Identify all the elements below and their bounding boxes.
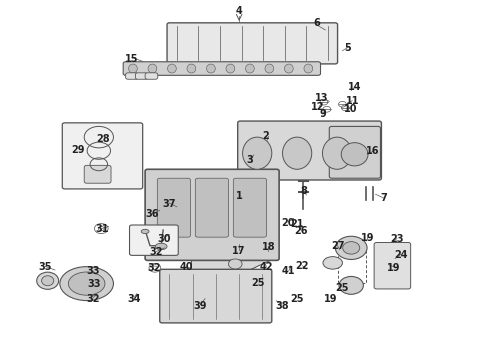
Text: 12: 12 [311,102,325,112]
Text: 28: 28 [96,134,110,144]
Text: 31: 31 [95,224,108,234]
FancyBboxPatch shape [157,178,191,237]
Text: 24: 24 [394,250,408,260]
Text: 14: 14 [348,82,362,92]
Text: 36: 36 [146,208,159,219]
Text: 23: 23 [390,234,404,244]
FancyBboxPatch shape [160,269,272,323]
FancyBboxPatch shape [84,165,111,183]
Ellipse shape [243,137,272,169]
Ellipse shape [245,64,254,73]
Text: 38: 38 [275,301,289,311]
Ellipse shape [187,64,196,73]
Text: 34: 34 [127,294,141,303]
Text: 16: 16 [366,147,379,157]
Text: 40: 40 [180,262,193,272]
Ellipse shape [168,64,176,73]
Text: 13: 13 [315,93,329,103]
Ellipse shape [335,236,367,260]
Text: 32: 32 [86,294,100,303]
Text: 27: 27 [331,242,344,251]
Text: 35: 35 [39,262,52,272]
Ellipse shape [226,64,235,73]
Ellipse shape [283,137,312,169]
Text: 19: 19 [324,294,338,303]
Text: 5: 5 [344,43,351,53]
Ellipse shape [155,243,167,249]
Ellipse shape [42,276,54,286]
Text: 17: 17 [232,246,246,256]
Text: 9: 9 [319,109,326,119]
FancyBboxPatch shape [145,169,279,260]
Ellipse shape [323,257,343,269]
Text: 26: 26 [294,226,307,236]
Text: 7: 7 [380,193,387,203]
Ellipse shape [285,64,293,73]
Text: 19: 19 [361,233,374,243]
Text: 2: 2 [262,131,269,141]
Text: 11: 11 [345,96,359,106]
Text: 1: 1 [236,192,243,202]
FancyBboxPatch shape [125,73,138,79]
FancyBboxPatch shape [135,73,148,79]
Text: 25: 25 [336,283,349,293]
Ellipse shape [128,64,137,73]
FancyBboxPatch shape [329,126,380,178]
Text: 33: 33 [86,266,100,276]
FancyBboxPatch shape [62,123,143,189]
Ellipse shape [69,272,105,295]
Text: 33: 33 [87,279,101,289]
Ellipse shape [206,64,215,73]
Polygon shape [192,216,274,272]
FancyBboxPatch shape [145,73,158,79]
Text: 18: 18 [262,242,275,252]
Text: 32: 32 [147,263,161,273]
Text: 29: 29 [72,145,85,155]
FancyBboxPatch shape [123,62,320,75]
FancyBboxPatch shape [374,243,411,289]
Text: 32: 32 [149,247,163,257]
Ellipse shape [228,259,242,269]
Text: 22: 22 [296,261,309,271]
Text: 30: 30 [157,234,171,244]
FancyBboxPatch shape [167,23,338,64]
Text: 25: 25 [290,294,303,303]
Text: 21: 21 [290,219,303,229]
Ellipse shape [322,137,352,169]
Text: 25: 25 [251,278,265,288]
Ellipse shape [265,64,274,73]
Text: 4: 4 [236,6,243,17]
Text: 3: 3 [246,155,253,165]
Ellipse shape [148,64,157,73]
Text: 8: 8 [300,186,307,197]
FancyBboxPatch shape [196,178,228,237]
Ellipse shape [60,267,114,301]
Ellipse shape [339,276,364,294]
Text: 37: 37 [162,199,176,208]
Text: 42: 42 [260,262,273,272]
Text: 10: 10 [343,104,357,113]
Text: 20: 20 [281,218,294,228]
Ellipse shape [141,229,149,234]
Text: 15: 15 [125,54,139,64]
FancyBboxPatch shape [238,121,381,180]
Text: 6: 6 [314,18,320,28]
Ellipse shape [341,143,368,166]
FancyBboxPatch shape [129,225,178,255]
Text: 41: 41 [282,266,295,276]
Ellipse shape [343,242,360,254]
Text: 19: 19 [387,263,401,273]
Text: 39: 39 [194,301,207,311]
Ellipse shape [304,64,313,73]
Ellipse shape [37,272,59,289]
FancyBboxPatch shape [233,178,267,237]
